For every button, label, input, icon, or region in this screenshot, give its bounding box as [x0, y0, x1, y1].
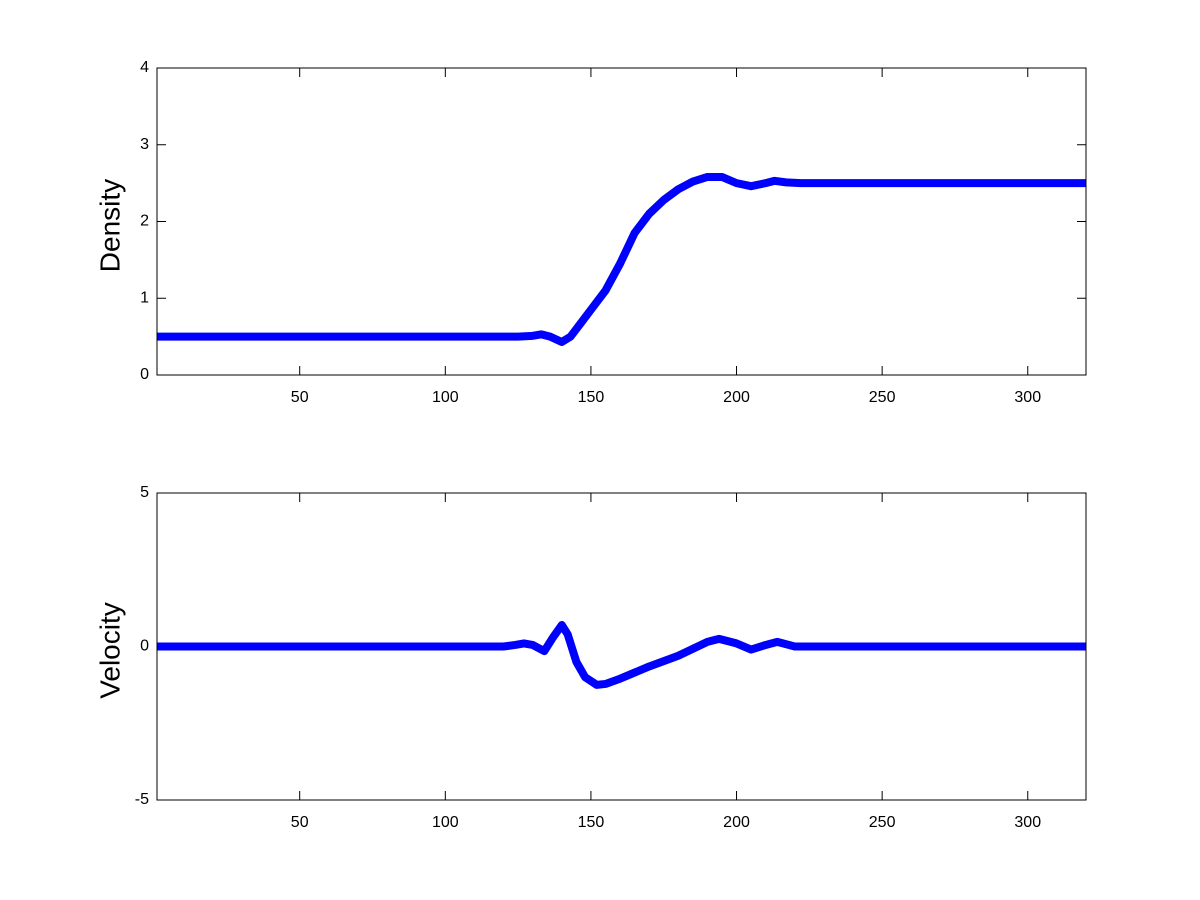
y-tick-label: 4: [140, 59, 149, 76]
x-tick-label: 300: [1014, 389, 1041, 406]
plot-frame: [156, 492, 1087, 801]
y-tick-label: 0: [140, 638, 149, 655]
y-axis-label: Density: [94, 179, 125, 272]
y-tick-label: 3: [140, 136, 149, 153]
plot-frame: [156, 67, 1087, 376]
x-tick-label: 300: [1014, 814, 1041, 831]
data-line: [157, 172, 1086, 346]
x-tick-label: 200: [723, 814, 750, 831]
y-tick-label: 5: [140, 484, 149, 501]
x-tick-label: 250: [869, 814, 896, 831]
y-tick-label: 0: [140, 366, 149, 383]
data-line: [157, 621, 1086, 689]
x-tick-label: 50: [291, 814, 309, 831]
x-tick-label: 50: [291, 389, 309, 406]
plot-background: [157, 68, 1086, 375]
x-tick-label: 250: [869, 389, 896, 406]
y-tick-label: 1: [140, 289, 149, 306]
x-tick-label: 200: [723, 389, 750, 406]
x-tick-label: 150: [578, 389, 605, 406]
x-tick-label: 100: [432, 814, 459, 831]
x-tick-label: 150: [578, 814, 605, 831]
y-tick-label: 2: [140, 213, 149, 230]
y-axis-label: Velocity: [94, 602, 125, 699]
y-tick-label: -5: [135, 791, 149, 808]
x-tick-label: 100: [432, 389, 459, 406]
